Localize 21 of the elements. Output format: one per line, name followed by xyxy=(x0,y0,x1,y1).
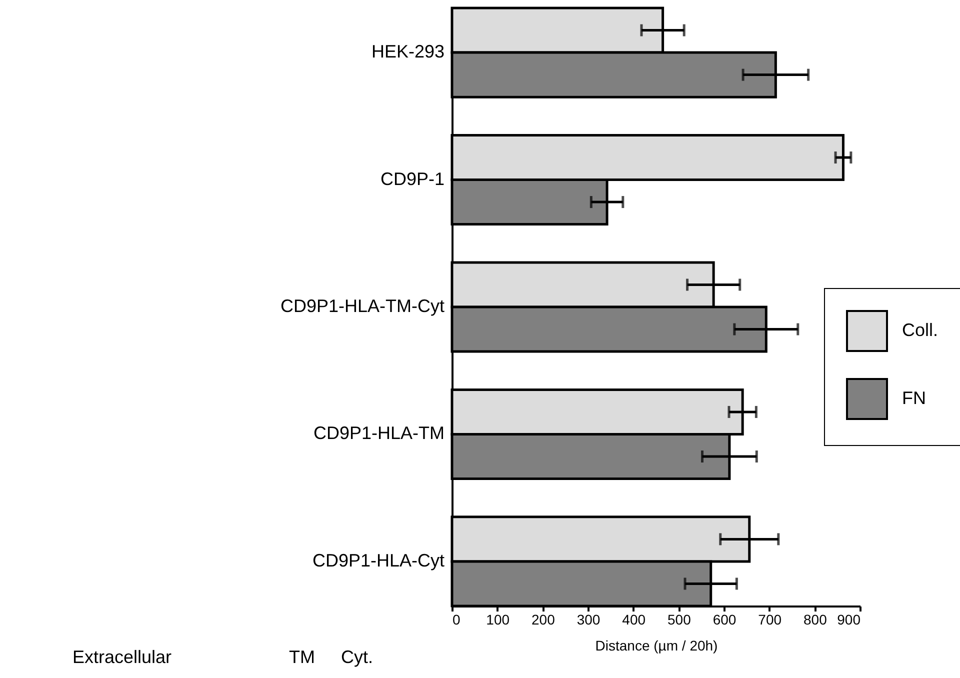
x-tick-label: 300 xyxy=(576,612,600,628)
text: TM xyxy=(289,647,315,667)
x-tick-label: 900 xyxy=(837,612,861,628)
legend-label: Coll. xyxy=(902,320,938,340)
y-tick-label: CD9P1-HLA-Cyt xyxy=(312,550,444,570)
x-tick-label: 600 xyxy=(712,612,736,628)
x-tick-label: 200 xyxy=(531,612,556,628)
x-tick-label: 100 xyxy=(486,612,510,628)
legend-label: FN xyxy=(902,388,926,408)
y-tick-label: CD9P-1 xyxy=(380,168,444,189)
y-tick-label: CD9P1-HLA-TM-Cyt xyxy=(280,296,444,316)
x-tick-label: 700 xyxy=(758,612,782,628)
x-tick-label: 800 xyxy=(803,612,828,628)
text: Cyt. xyxy=(340,647,374,667)
y-tick-label: HEK-293 xyxy=(371,42,444,62)
y-tick-label: CD9P1-HLA-TM xyxy=(313,423,444,444)
text: Extracellular xyxy=(72,647,172,667)
x-tick-label: 0 xyxy=(452,612,460,628)
x-tick-label: 400 xyxy=(622,612,646,628)
x-axis-title: Distance (µm / 20h) xyxy=(595,638,718,654)
x-tick-label: 500 xyxy=(667,612,692,628)
